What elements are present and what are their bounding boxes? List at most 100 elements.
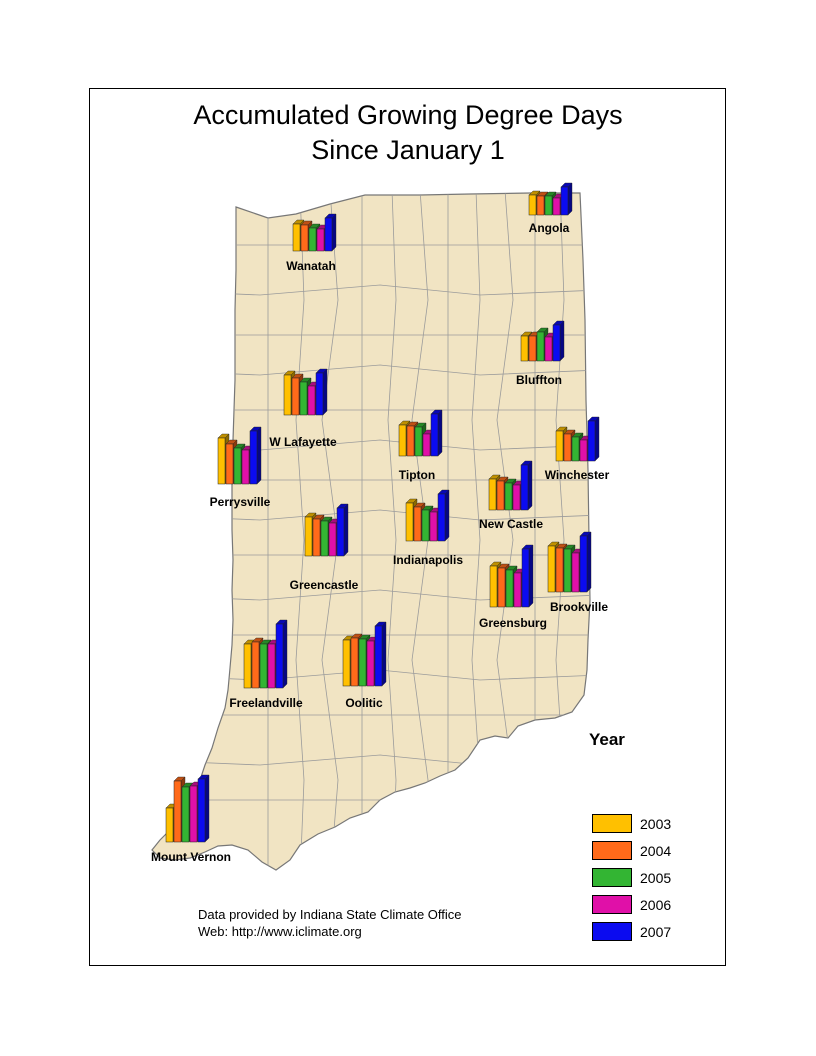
station-chart-freelandville	[243, 619, 288, 689]
legend-item-2007: 2007	[592, 922, 712, 944]
bar-2007	[521, 548, 530, 608]
bar-2006	[571, 552, 580, 593]
bar-2006	[189, 785, 198, 843]
bar-2003	[555, 430, 564, 462]
legend-label: 2004	[640, 843, 672, 859]
bar-2003	[489, 565, 498, 608]
station-chart-greensburg	[489, 544, 534, 608]
bar-2007	[552, 324, 561, 362]
bar-2006	[316, 228, 325, 252]
bar-2006	[552, 197, 561, 216]
bar-2005	[504, 482, 513, 511]
bar-2003	[292, 223, 301, 252]
bar-side	[559, 320, 565, 362]
bar-2007	[430, 413, 439, 457]
legend-item-2004: 2004	[592, 841, 712, 863]
bar-2004	[312, 518, 321, 557]
bar-side	[437, 409, 443, 457]
bar-2006	[241, 449, 250, 485]
bar-2003	[165, 807, 174, 843]
bar-side	[343, 503, 349, 557]
bar-2005	[421, 509, 430, 542]
indiana-state-outline	[151, 192, 591, 871]
bar-2007	[275, 623, 284, 689]
bar-2003	[283, 374, 292, 416]
bar-2005	[259, 643, 268, 689]
county-border-line	[295, 193, 305, 870]
bar-side	[444, 489, 450, 542]
bar-2004	[300, 224, 309, 252]
bar-2006	[429, 511, 438, 542]
station-chart-perrysville	[217, 426, 262, 485]
bar-side	[586, 531, 592, 593]
legend-swatch	[592, 841, 632, 860]
bar-2004	[225, 443, 234, 485]
legend-item-2005: 2005	[592, 868, 712, 890]
bar-side	[381, 621, 387, 687]
bar-2006	[366, 640, 375, 687]
station-chart-new-castle	[488, 460, 533, 511]
bar-2005	[571, 436, 580, 462]
bar-2006	[422, 433, 431, 457]
bar-2003	[217, 437, 226, 485]
station-chart-wanatah	[292, 213, 337, 252]
credit-source: Data provided by Indiana State Climate O…	[198, 907, 462, 922]
station-chart-tipton	[398, 409, 443, 457]
county-border-line	[387, 193, 397, 870]
bar-2003	[342, 639, 351, 687]
bar-2005	[536, 331, 545, 362]
bar-side	[528, 544, 534, 608]
station-label: Perrysville	[210, 495, 271, 509]
station-label: Tipton	[399, 468, 435, 482]
bar-2004	[528, 335, 537, 362]
station-label: Greensburg	[479, 616, 547, 630]
bar-2005	[505, 569, 514, 608]
station-chart-mount-vernon	[165, 774, 210, 843]
bar-side	[331, 213, 337, 252]
bar-2007	[324, 217, 333, 252]
station-label: Winchester	[545, 468, 610, 482]
bar-2006	[307, 385, 316, 416]
bar-2004	[251, 641, 260, 689]
bar-2004	[563, 433, 572, 462]
legend-label: 2007	[640, 924, 672, 940]
station-label: Freelandville	[229, 696, 303, 710]
legend-swatch	[592, 895, 632, 914]
station-chart-winchester	[555, 416, 600, 462]
legend-title: Year	[589, 730, 625, 749]
station-label: Angola	[529, 221, 570, 235]
bar-2007	[374, 625, 383, 687]
credit-web: Web: http://www.iclimate.org	[198, 924, 362, 939]
bar-2004	[497, 567, 506, 608]
station-label: W Lafayette	[269, 435, 337, 449]
bar-2005	[414, 426, 423, 457]
bar-2003	[488, 478, 497, 511]
bar-2003	[304, 516, 313, 557]
bar-2005	[308, 227, 317, 252]
station-bar-charts	[165, 182, 600, 843]
bar-2003	[405, 502, 414, 542]
bar-2003	[398, 424, 407, 457]
station-chart-greencastle	[304, 503, 349, 557]
bar-side	[567, 182, 573, 216]
station-label: Oolitic	[345, 696, 383, 710]
bar-2005	[563, 548, 572, 593]
bar-2007	[315, 372, 324, 416]
bar-2005	[181, 786, 190, 843]
bar-2006	[513, 572, 522, 608]
map-subtitle: Since January 1	[311, 135, 505, 165]
bar-side	[256, 426, 262, 485]
bar-side	[204, 774, 210, 843]
bar-2005	[299, 381, 308, 416]
station-chart-brookville	[547, 531, 592, 593]
bar-2004	[173, 780, 182, 843]
bar-2004	[291, 377, 300, 416]
station-label: New Castle	[479, 517, 543, 531]
bar-2006	[512, 484, 521, 511]
bar-side	[282, 619, 288, 689]
station-label: Indianapolis	[393, 553, 463, 567]
bar-2007	[437, 493, 446, 542]
station-label: Greencastle	[290, 578, 359, 592]
bar-side	[527, 460, 533, 511]
